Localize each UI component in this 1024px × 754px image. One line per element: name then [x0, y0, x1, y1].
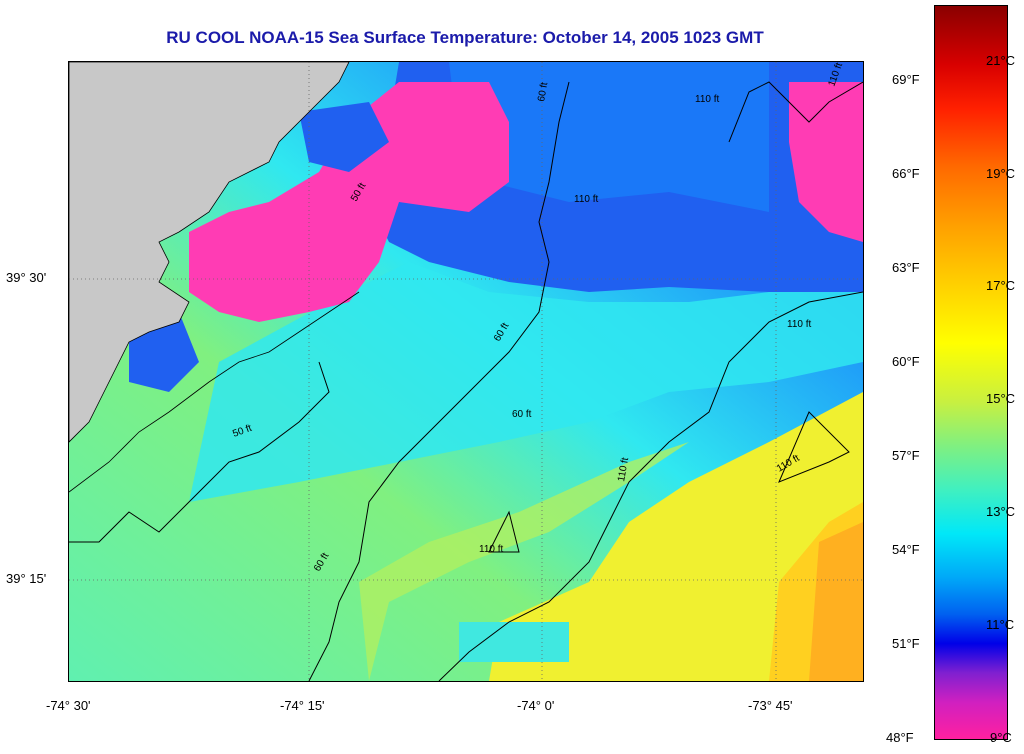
fahrenheit-label-51: 51°F [892, 636, 920, 651]
map-title: RU COOL NOAA-15 Sea Surface Temperature:… [166, 28, 764, 47]
celsius-label-17: 17°C [986, 278, 1016, 293]
contour-label-110ft-f: 110 ft [695, 94, 719, 105]
fahrenheit-label-48: 48°F [886, 730, 914, 745]
temperature-colorbar [934, 5, 1008, 740]
fahrenheit-label-63: 63°F [892, 260, 920, 275]
coastline-detail [69, 291, 360, 493]
lat-label-39-30: 39° 30' [6, 270, 47, 285]
celsius-label-19: 19°C [986, 166, 1016, 181]
contour-label-110ft-b: 110 ft [479, 544, 503, 555]
contour-label-60ft-c: 60 ft [512, 409, 532, 420]
celsius-label-15: 15°C [986, 391, 1016, 406]
contour-label-110ft-c: 110 ft [616, 456, 631, 482]
lon-label-74-15: -74° 15' [280, 698, 325, 713]
contour-label-110ft-a: 110 ft [574, 194, 598, 205]
cyan-patch [459, 622, 569, 662]
celsius-label-21: 21°C [986, 53, 1016, 68]
cool-water-region [449, 62, 769, 212]
fahrenheit-label-57: 57°F [892, 448, 920, 463]
sst-map-canvas: 50 ft 50 ft 60 ft 60 ft 60 ft 60 ft 110 … [69, 62, 863, 681]
warm-water-region [489, 392, 863, 681]
contour-label-60ft-d: 60 ft [536, 81, 550, 102]
fahrenheit-label-54: 54°F [892, 542, 920, 557]
cyan-water-region [189, 262, 863, 502]
graticule [69, 62, 863, 681]
coastal-blue-patch-north [299, 102, 389, 172]
sst-map[interactable]: 50 ft 50 ft 60 ft 60 ft 60 ft 60 ft 110 … [68, 61, 864, 682]
lat-label-39-15: 39° 15' [6, 571, 47, 586]
bathymetry-contours [69, 81, 863, 681]
lon-label-74-30: -74° 30' [46, 698, 91, 713]
contour-label-110ft-d: 110 ft [787, 319, 811, 330]
lon-label-74-0: -74° 0' [517, 698, 555, 713]
fahrenheit-label-60: 60°F [892, 354, 920, 369]
offshore-pink-region [789, 82, 863, 242]
fahrenheit-label-66: 66°F [892, 166, 920, 181]
celsius-label-9: 9°C [990, 730, 1012, 745]
celsius-label-11: 11°C [986, 617, 1015, 632]
fahrenheit-label-69: 69°F [892, 72, 920, 87]
transition-water-region [359, 442, 689, 681]
coastal-pink-region [189, 82, 509, 322]
lon-label-73-45: -73° 45' [748, 698, 793, 713]
warmest-water-patch [809, 522, 863, 681]
celsius-label-13: 13°C [986, 504, 1016, 519]
land-mass [69, 62, 350, 443]
